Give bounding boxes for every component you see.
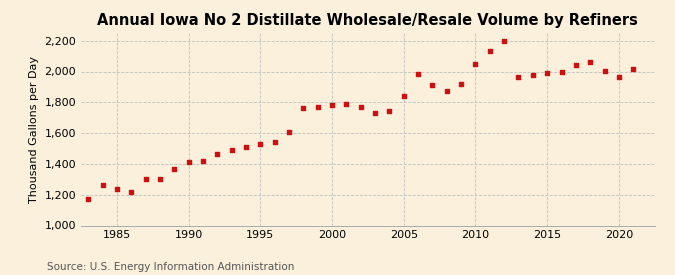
Point: [441, 89, 452, 93]
Point: [427, 83, 438, 87]
Point: [255, 142, 266, 146]
Point: [556, 69, 567, 74]
Point: [570, 63, 581, 68]
Point: [83, 196, 94, 201]
Point: [140, 176, 151, 181]
Point: [298, 106, 308, 111]
Title: Annual Iowa No 2 Distillate Wholesale/Resale Volume by Refiners: Annual Iowa No 2 Distillate Wholesale/Re…: [97, 13, 639, 28]
Point: [456, 82, 466, 86]
Point: [269, 140, 280, 145]
Point: [169, 167, 180, 172]
Point: [240, 145, 251, 149]
Y-axis label: Thousand Gallons per Day: Thousand Gallons per Day: [29, 56, 39, 203]
Point: [614, 75, 624, 79]
Point: [313, 105, 323, 109]
Point: [585, 60, 595, 64]
Point: [355, 105, 366, 109]
Point: [111, 186, 122, 191]
Point: [198, 159, 209, 163]
Point: [412, 72, 423, 76]
Point: [341, 102, 352, 106]
Point: [527, 72, 538, 77]
Point: [628, 67, 639, 72]
Point: [97, 183, 108, 187]
Text: Source: U.S. Energy Information Administration: Source: U.S. Energy Information Administ…: [47, 262, 294, 272]
Point: [485, 49, 495, 54]
Point: [398, 94, 409, 98]
Point: [470, 62, 481, 66]
Point: [327, 103, 338, 108]
Point: [370, 111, 381, 115]
Point: [599, 68, 610, 73]
Point: [542, 71, 553, 75]
Point: [226, 148, 237, 152]
Point: [126, 189, 136, 194]
Point: [155, 177, 165, 182]
Point: [284, 129, 294, 134]
Point: [513, 75, 524, 79]
Point: [384, 109, 395, 113]
Point: [212, 152, 223, 156]
Point: [499, 39, 510, 44]
Point: [183, 160, 194, 164]
